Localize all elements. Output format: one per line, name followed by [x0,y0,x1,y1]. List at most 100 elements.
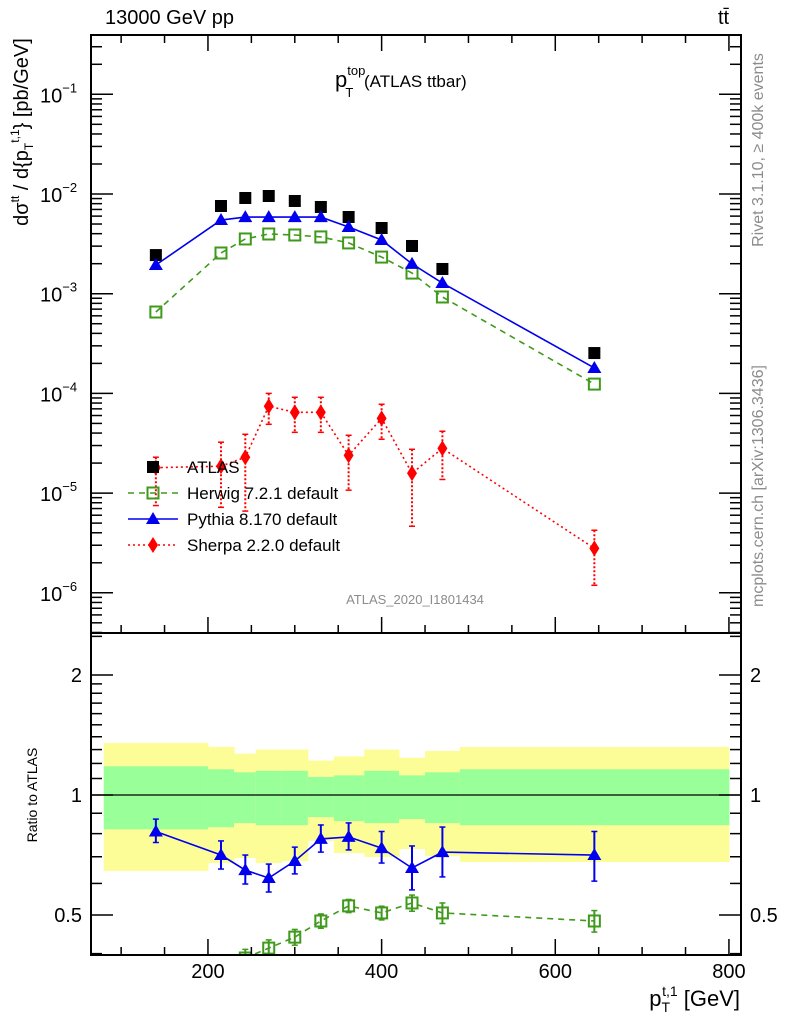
ylabel-sup: tt [8,195,22,202]
legend-label-sherpa: Sherpa 2.2.0 default [187,536,340,555]
sherpa-point [376,410,387,427]
xlabel-main: p [649,986,661,1011]
pythia-ratio-point [435,845,450,858]
ratio-y-axis-label: Ratio to ATLAS [24,748,40,843]
band-green-bin [364,770,400,824]
x-axis-label: pTt,1 [GeV] [649,983,740,1015]
pythia-ratio-point [148,824,163,837]
rivet-version-label: Rivet 3.1.10, ≥ 400k events [750,53,767,247]
x-tick-label: 800 [712,961,745,983]
title-sub: T [345,85,353,100]
y-tick-exponent: −4 [62,379,77,394]
herwig-point [405,266,419,280]
herwig-ratio-point [314,914,328,928]
y-tick-base: 10 [40,584,62,606]
legend-label-herwig: Herwig 7.2.1 default [187,484,338,503]
pythia-point [435,276,450,289]
legend: ATLAS Herwig 7.2.1 default Pythia 8.170 de… [128,458,340,555]
herwig-ratio-point [405,896,419,910]
y-tick-exponent: −5 [62,479,77,494]
y-tick-exponent: −6 [62,579,77,594]
herwig-ratio-point [435,906,449,920]
ratio-panel-marks [148,818,602,955]
atlas-point [342,210,355,223]
mcplots-label: mcplots.cern.ch [arXiv:1306.3436] [750,365,767,607]
x-tick-label: 600 [539,961,572,983]
band-green-bin [234,772,257,824]
sherpa-point [240,449,251,466]
sherpa-line [155,405,595,550]
legend-marker-atlas [147,461,159,473]
legend-marker-pythia [146,512,160,524]
ratio-tick-label-right: 2 [750,665,761,687]
legend-label-pythia: Pythia 8.170 default [187,510,338,529]
xlabel-unit: [GeV] [678,986,740,1011]
band-green-bin [207,769,235,828]
energy-label: 13000 GeV pp [105,7,234,29]
band-green-bin [281,770,309,826]
y-tick-label: 10−6 [40,579,77,606]
y-tick-label: 10−3 [40,280,77,307]
atlas-point [406,239,419,252]
title-rest: (ATLAS ttbar) [359,72,466,91]
pythia-ratio-point [287,854,302,867]
xlabel-sub: T [662,999,671,1015]
ratio-tick-label-right: 1 [750,785,761,807]
pythia-ratio-point [313,831,328,844]
band-green-bin [307,776,335,818]
plot-title: ptop T (ATLAS ttbar) [335,63,467,100]
ylabel-unit: [pb/GeV] [11,38,33,123]
atlas-point [239,191,252,204]
atlas-point [288,194,301,207]
herwig-ratio-point [262,941,276,955]
ylabel-den-sub: T [22,142,36,150]
sherpa-point [289,404,300,421]
sherpa-point [407,465,418,482]
herwig-point [375,250,389,264]
y-tick-base: 10 [40,384,62,406]
pythia-point [374,232,389,245]
ratio-tick-label-left: 1 [71,785,82,807]
herwig-ratio-point [238,951,252,955]
ratio-tick-label-left: 2 [71,665,82,687]
ylabel-divider: / [11,179,33,196]
y-tick-base: 10 [40,85,62,107]
pythia-ratio-point [374,841,389,854]
pythia-ratio-point [213,848,228,861]
pythia-ratio-point [341,829,356,842]
y-tick-exponent: −1 [62,80,77,95]
atlas-point [214,199,227,212]
herwig-point [435,290,449,304]
y-tick-base: 10 [40,484,62,506]
y-tick-base: 10 [40,285,62,307]
ylabel-den: d{p [11,150,33,179]
y-tick-label: 10−2 [40,180,77,207]
band-green-bin [459,769,730,826]
herwig-point [314,230,328,244]
herwig-point [238,232,252,246]
pythia-ratio-point [238,863,253,876]
herwig-ratio-point [587,914,601,928]
pythia-point [341,219,356,232]
sherpa-point [437,440,448,457]
herwig-ratio-point [342,899,356,913]
reference-band-group [103,743,730,871]
y-tick-label: 10−4 [40,379,77,406]
pythia-ratio-point [261,871,276,884]
legend-marker-sherpa [148,537,158,553]
band-green-bin [398,775,426,820]
pythia-ratio-point [587,848,602,861]
atlas-point [262,189,275,202]
herwig-point [149,305,163,319]
herwig-point [288,228,302,242]
y-tick-exponent: −3 [62,280,77,295]
y-tick-base: 10 [40,185,62,207]
main-panel-marks [148,189,602,587]
herwig-line [155,233,595,385]
plot-frame [90,34,742,956]
x-tick-label: 200 [191,961,224,983]
ylabel-den-sup: t,1 [8,129,22,143]
atlas-point [375,222,388,235]
